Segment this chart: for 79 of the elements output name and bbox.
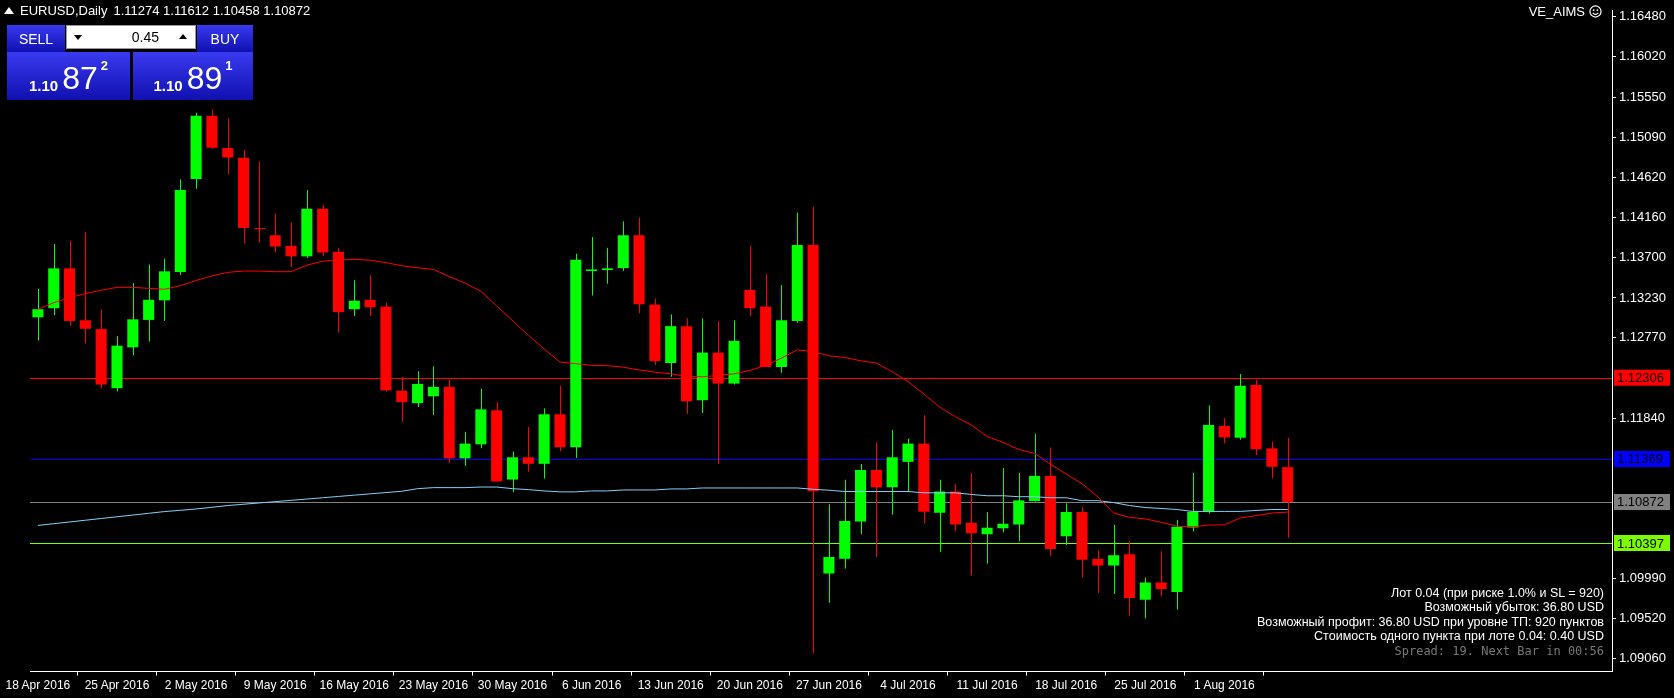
candlestick: [823, 503, 835, 604]
candlestick: [143, 263, 155, 342]
annotation: 87: [62, 60, 98, 96]
x-tick-label: 4 Jul 2016: [880, 678, 937, 693]
y-tick-label: 1.13700: [1619, 248, 1666, 264]
annotation: SELL: [7, 25, 65, 52]
candlestick: [506, 450, 519, 493]
annotation: 2: [100, 58, 109, 73]
candlestick: [744, 245, 756, 317]
text: Spread: 19. Next Bar in 00:56: [1393, 643, 1604, 658]
x-tick-label: 13 Jun 2016: [637, 678, 705, 693]
candlestick: [934, 479, 946, 553]
candlestick: [1092, 549, 1104, 594]
candlestick: [902, 438, 914, 492]
y-tick-label: 1.11840: [1619, 409, 1666, 425]
x-tick-label: 27 Jun 2016: [795, 678, 863, 693]
candlestick: [981, 511, 993, 565]
candlestick: [254, 161, 266, 244]
y-tick-label: 1.15090: [1619, 128, 1666, 144]
x-tick-label: 6 Jun 2016: [561, 678, 622, 693]
ref-line-label: 1.10397: [1617, 535, 1664, 551]
candlestick: [1139, 577, 1151, 619]
chart-subtitle: 1.11274 1.11612 1.10458 1.10872: [113, 3, 311, 18]
candlestick: [522, 426, 534, 473]
candlestick: [459, 431, 471, 467]
x-tick-label: 25 Apr 2016: [84, 678, 150, 693]
annotation: Возможный профит: 36.80 USD при уровне ТП: 920 пунктов: [1257, 614, 1604, 629]
y-tick-label: 1.14160: [1619, 209, 1666, 225]
x-tick-label: 18 Jul 2016: [1035, 678, 1098, 693]
text: Лот 0.04 (при риске 1.0% и SL = 920): [1390, 585, 1604, 600]
ref-line-label: 1.12306: [1617, 370, 1664, 386]
candlestick: [269, 213, 281, 253]
candlestick: [32, 288, 44, 342]
candlestick: [586, 236, 598, 297]
annotation: 89: [186, 60, 223, 96]
x-tick-label: 2 May 2016: [164, 678, 228, 693]
candlestick: [222, 118, 234, 175]
y-tick-label: 1.15550: [1619, 88, 1666, 104]
annotation: 1: [225, 58, 233, 73]
text: VE_AIMS: [1528, 4, 1585, 19]
annotation: 1.10: [153, 77, 183, 94]
y-tick-label: 1.16480: [1619, 8, 1666, 24]
y-tick-label: 1.13230: [1619, 289, 1666, 305]
input-field: 0.45: [66, 25, 196, 49]
candlestick: [1155, 550, 1167, 597]
y-tick-label: 1.16020: [1619, 48, 1666, 64]
y-tick-label: 1.09060: [1619, 650, 1666, 666]
x-tick-label: 23 May 2016: [398, 678, 469, 693]
candlestick: [601, 247, 613, 285]
annotation: BUY: [197, 25, 253, 52]
annotation: 1.10: [28, 77, 59, 94]
x-tick-label: 25 Jul 2016: [1114, 678, 1177, 693]
x-tick-label: 18 Apr 2016: [5, 678, 71, 693]
y-tick-label: 1.12770: [1619, 329, 1666, 345]
chart-title: EURUSD,Daily: [20, 3, 108, 18]
x-tick-label: 30 May 2016: [477, 678, 548, 693]
candlestick: [965, 472, 977, 576]
x-tick-label: 11 Jul 2016: [956, 678, 1019, 693]
text: Стоимость одного пункта при лоте 0.04: 0.40 USD: [1313, 629, 1604, 644]
candlestick: [1218, 417, 1230, 444]
text: Возможный убыток: 36.80 USD: [1423, 600, 1604, 615]
candlestick: [1108, 524, 1120, 595]
y-tick-label: 1.09990: [1619, 569, 1666, 585]
candlestick: [285, 221, 297, 268]
ref-line-label: 1.11369: [1617, 451, 1664, 467]
candlestick: [1266, 441, 1278, 479]
y-tick-label: 1.14620: [1619, 169, 1666, 185]
x-tick-label: 16 May 2016: [319, 678, 390, 693]
candlestick: [427, 365, 439, 416]
x-tick-label: 20 Jun 2016: [716, 678, 784, 693]
x-tick-label: 1 Aug 2016: [1194, 678, 1256, 693]
candlestick: [412, 370, 424, 408]
candlestick: [348, 279, 360, 317]
candlestick: [870, 442, 882, 558]
ref-line-label: 1.10872: [1617, 494, 1664, 510]
candlestick: [364, 274, 376, 317]
x-tick-label: 9 May 2016: [243, 678, 307, 693]
annotation: 0.45: [131, 29, 159, 45]
y-tick-label: 1.09520: [1619, 610, 1666, 626]
